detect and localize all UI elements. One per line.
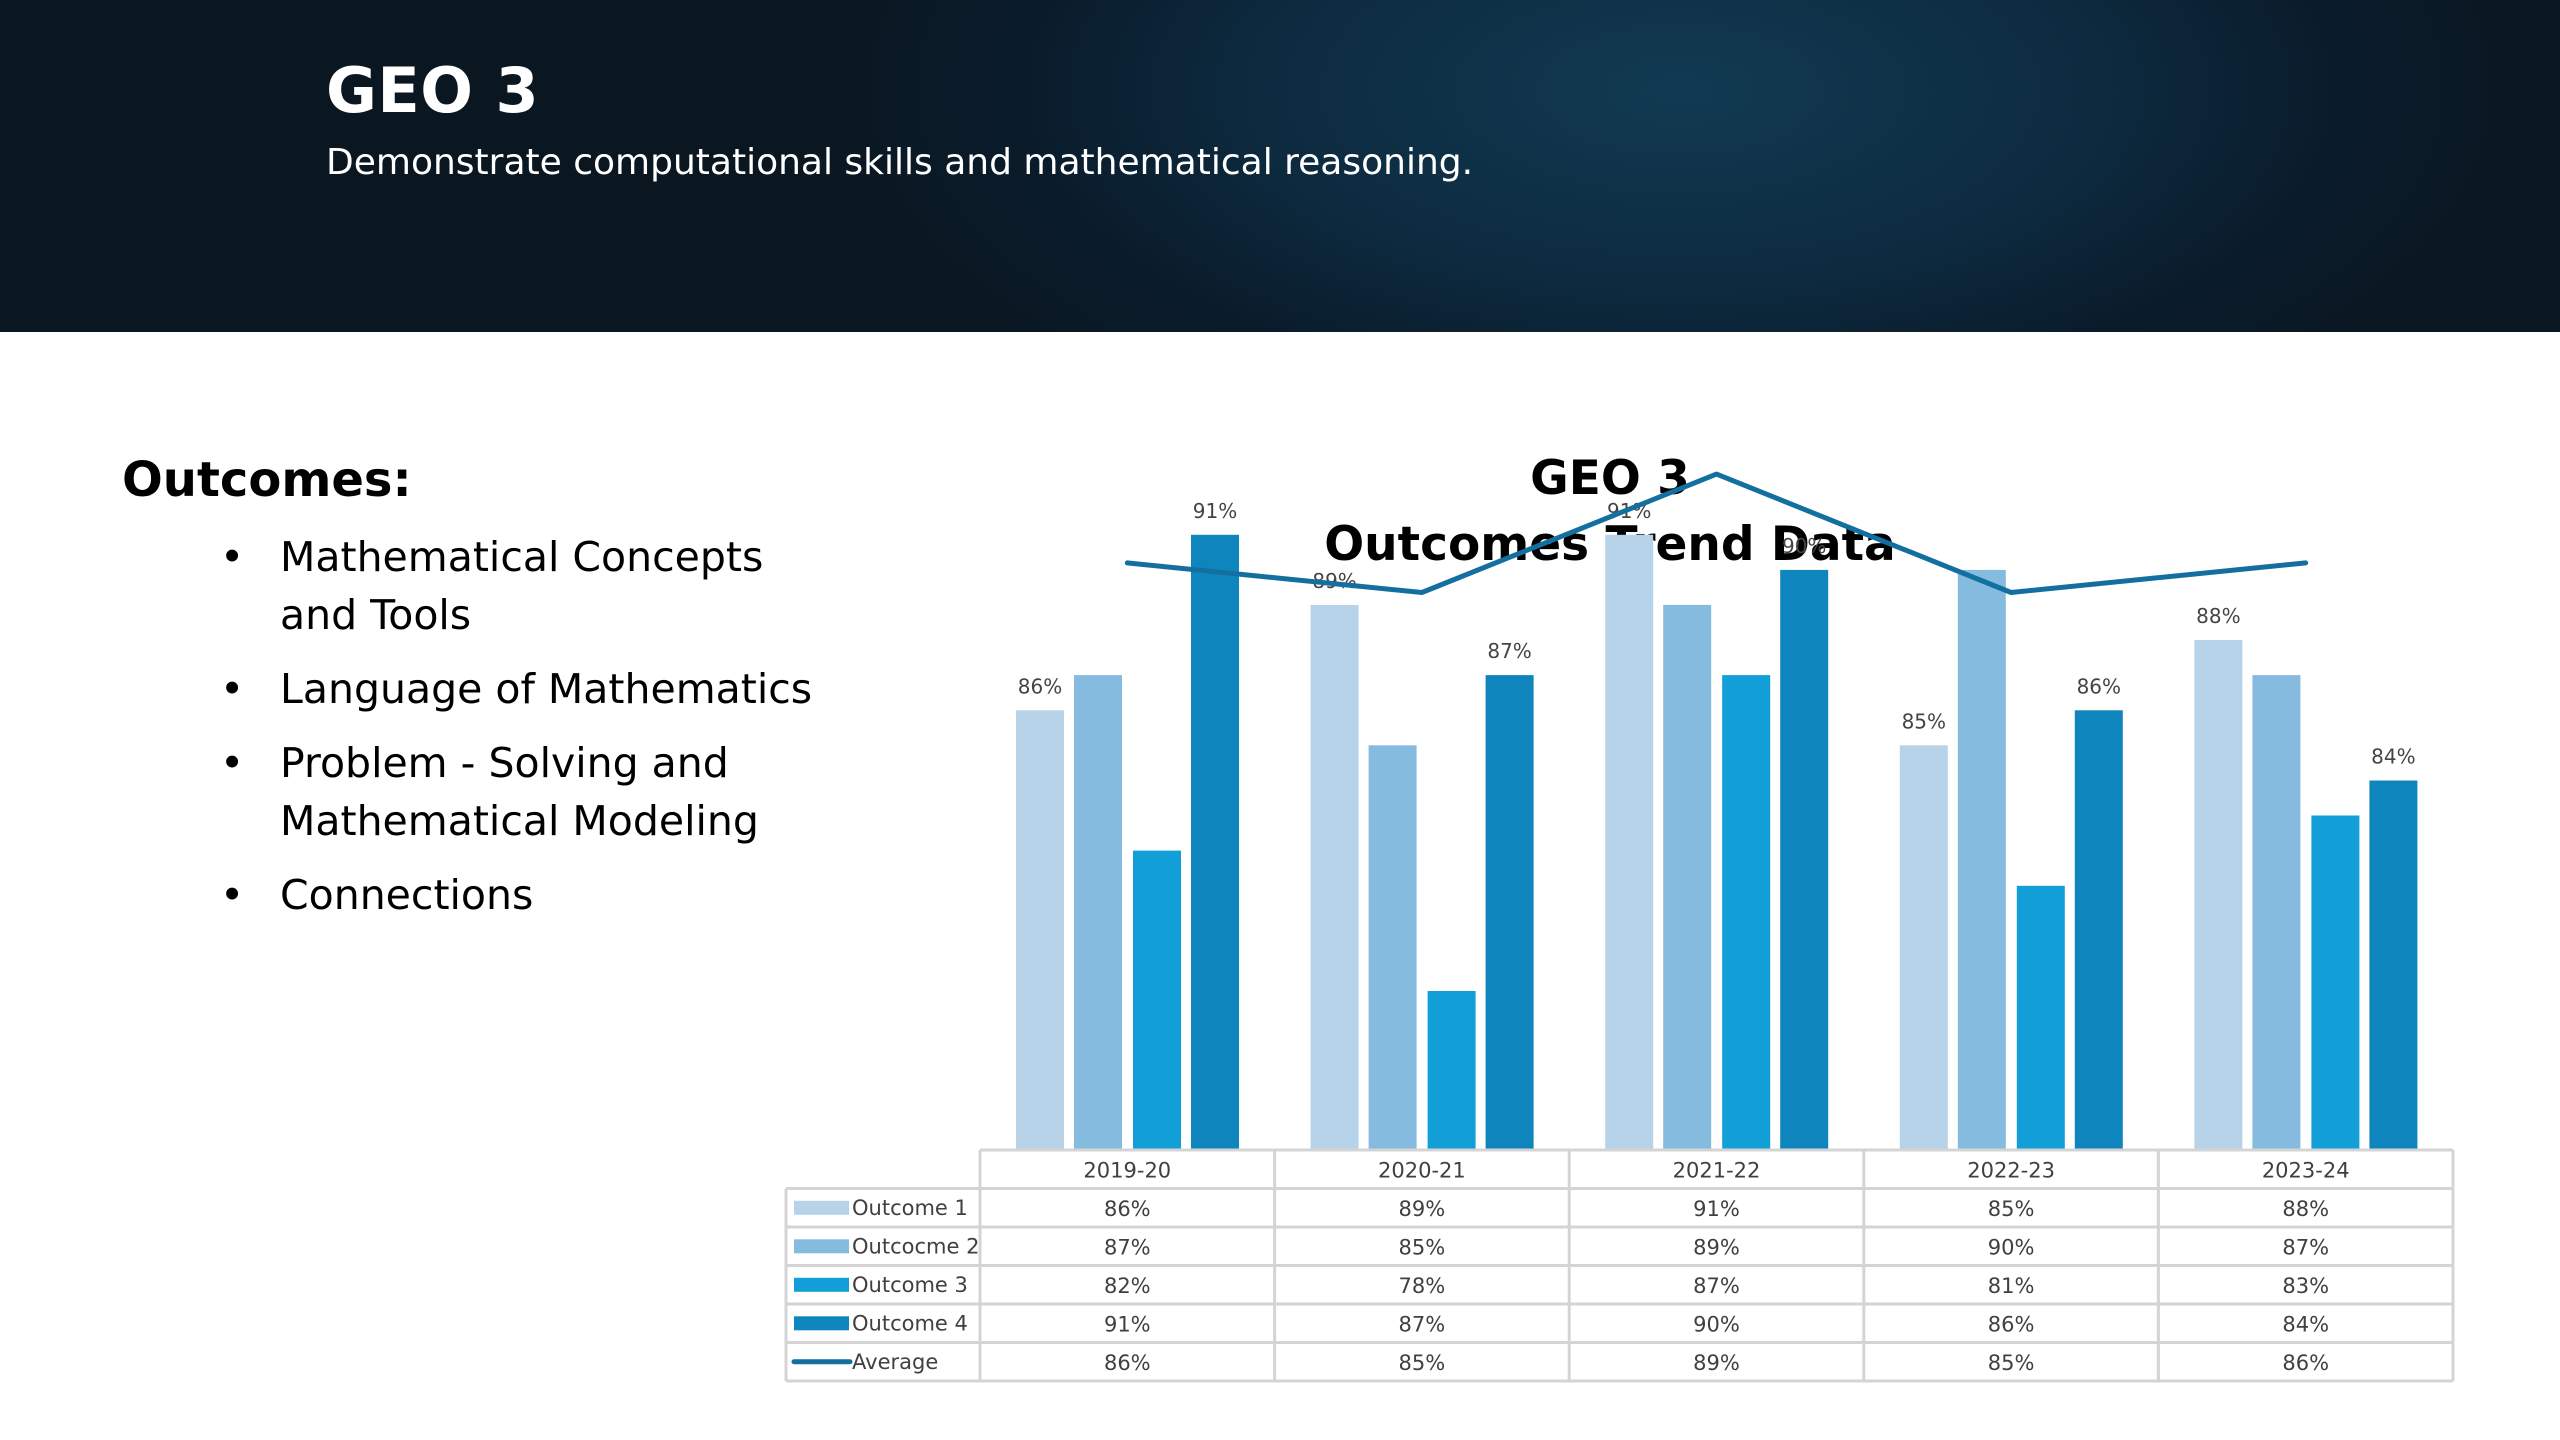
- legend-key-3: [794, 1277, 849, 1292]
- table-cell: 87%: [1104, 1235, 1151, 1259]
- bar-outcome-4-2023-24: [2369, 780, 2418, 1149]
- table-cell: 90%: [1693, 1312, 1740, 1336]
- data-label: 85%: [1902, 709, 1946, 733]
- bar-outcome-3-2023-24: [2311, 815, 2360, 1149]
- table-cell: 87%: [1693, 1274, 1740, 1298]
- legend-label: Outcocme 2: [852, 1234, 979, 1258]
- table-cell: 91%: [1693, 1197, 1740, 1221]
- bar-outcome-4-2019-20: [1191, 534, 1239, 1150]
- table-cell: 91%: [1104, 1312, 1151, 1336]
- table-cell: 89%: [1693, 1351, 1740, 1375]
- bar-outcome-3-2022-23: [2016, 885, 2065, 1150]
- average-line: [1124, 471, 2309, 595]
- bar-outcome-1-2019-20: [1016, 710, 1064, 1150]
- outcomes-list: Mathematical Concepts and Tools Language…: [220, 528, 820, 940]
- table-cell: 86%: [1104, 1197, 1151, 1221]
- bar-outcocme-2-2019-20: [1074, 675, 1122, 1149]
- legend-label: Outcome 4: [852, 1311, 968, 1335]
- legend-label: Outcome 3: [852, 1273, 968, 1297]
- table-cell: 82%: [1104, 1274, 1151, 1298]
- legend-label: Outcome 1: [852, 1196, 968, 1220]
- table-header-2023-24: 2023-24: [2262, 1158, 2350, 1182]
- legend-key-1: [794, 1200, 849, 1215]
- bar-outcome-1-2022-23: [1899, 745, 1948, 1149]
- table-header-2021-22: 2021-22: [1673, 1158, 1761, 1182]
- outcome-item: Mathematical Concepts and Tools: [220, 528, 820, 644]
- table-cell: 85%: [1399, 1351, 1446, 1375]
- slide-title: GEO 3: [326, 54, 540, 127]
- table-cell: 88%: [2282, 1197, 2329, 1221]
- table-cell: 81%: [1988, 1274, 2035, 1298]
- bar-outcome-1-2023-24: [2194, 640, 2243, 1149]
- legend-label: Average: [852, 1350, 938, 1374]
- slide-subtitle: Demonstrate computational skills and mat…: [326, 142, 1474, 183]
- bar-outcome-3-2021-22: [1722, 675, 1771, 1149]
- bar-outcome-1-2020-21: [1310, 604, 1359, 1149]
- table-cell: 87%: [2282, 1235, 2329, 1259]
- legend-key-2: [794, 1239, 849, 1254]
- bar-outcocme-2-2023-24: [2252, 675, 2301, 1149]
- outcome-item: Problem - Solving and Mathematical Model…: [220, 734, 820, 850]
- data-label: 86%: [2077, 674, 2121, 698]
- table-cell: 89%: [1399, 1197, 1446, 1221]
- table-cell: 78%: [1399, 1274, 1446, 1298]
- data-label: 84%: [2371, 745, 2415, 769]
- bar-outcome-4-2020-21: [1485, 675, 1534, 1149]
- outcomes-heading: Outcomes:: [122, 452, 412, 508]
- bar-outcome-3-2019-20: [1133, 850, 1181, 1149]
- outcome-item: Language of Mathematics: [220, 660, 820, 718]
- legend-key-4: [794, 1316, 849, 1331]
- bar-outcome-1-2021-22: [1605, 534, 1654, 1150]
- table-header-2022-23: 2022-23: [1967, 1158, 2055, 1182]
- table-cell: 85%: [1988, 1197, 2035, 1221]
- header-banner: GEO 3 Demonstrate computational skills a…: [0, 0, 2560, 332]
- table-cell: 83%: [2282, 1274, 2329, 1298]
- bar-outcocme-2-2021-22: [1663, 604, 1712, 1149]
- outcome-item: Connections: [220, 866, 820, 924]
- table-cell: 86%: [1988, 1312, 2035, 1336]
- table-cell: 84%: [2282, 1312, 2329, 1336]
- bar-outcocme-2-2022-23: [1957, 569, 2006, 1149]
- data-label: 90%: [1782, 534, 1826, 558]
- table-cell: 89%: [1693, 1235, 1740, 1259]
- table-cell: 90%: [1988, 1235, 2035, 1259]
- table-header-2020-21: 2020-21: [1378, 1158, 1466, 1182]
- table-cell: 87%: [1399, 1312, 1446, 1336]
- bar-outcocme-2-2020-21: [1368, 745, 1417, 1149]
- table-cell: 86%: [2282, 1351, 2329, 1375]
- data-label: 86%: [1018, 674, 1062, 698]
- table-cell: 85%: [1399, 1235, 1446, 1259]
- bar-outcome-4-2022-23: [2074, 710, 2123, 1150]
- data-label: 88%: [2196, 604, 2240, 628]
- data-label: 91%: [1193, 499, 1237, 523]
- table-header-2019-20: 2019-20: [1083, 1158, 1171, 1182]
- bar-outcome-3-2020-21: [1427, 991, 1476, 1149]
- table-cell: 85%: [1988, 1351, 2035, 1375]
- bar-outcome-4-2021-22: [1780, 569, 1829, 1149]
- data-label: 87%: [1487, 639, 1531, 663]
- table-cell: 86%: [1104, 1351, 1151, 1375]
